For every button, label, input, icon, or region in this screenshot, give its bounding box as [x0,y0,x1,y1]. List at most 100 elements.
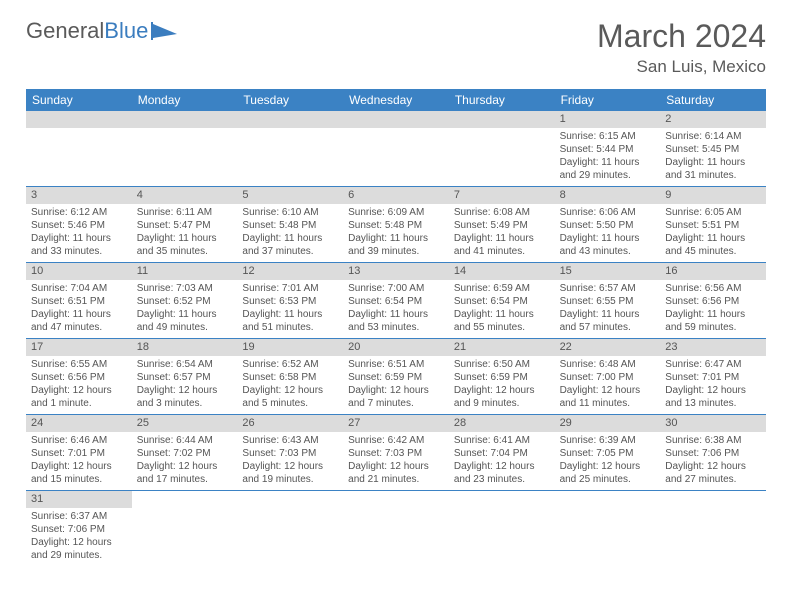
day-number: 28 [449,415,555,432]
daylight-text: Daylight: 12 hours and 21 minutes. [348,460,444,486]
sunset-text: Sunset: 6:51 PM [31,295,127,308]
daylight-text: Daylight: 12 hours and 19 minutes. [242,460,338,486]
day-details: Sunrise: 6:44 AMSunset: 7:02 PMDaylight:… [132,432,238,490]
sunrise-text: Sunrise: 6:52 AM [242,358,338,371]
month-title: March 2024 [597,18,766,55]
sunrise-text: Sunrise: 6:43 AM [242,434,338,447]
day-cell: 10Sunrise: 7:04 AMSunset: 6:51 PMDayligh… [26,263,132,338]
sunrise-text: Sunrise: 7:00 AM [348,282,444,295]
sunrise-text: Sunrise: 6:06 AM [560,206,656,219]
day-number: 10 [26,263,132,280]
day-cell: 12Sunrise: 7:01 AMSunset: 6:53 PMDayligh… [237,263,343,338]
day-cell: 21Sunrise: 6:50 AMSunset: 6:59 PMDayligh… [449,339,555,414]
empty-day-cell [449,111,555,186]
daylight-text: Daylight: 11 hours and 51 minutes. [242,308,338,334]
daylight-text: Daylight: 12 hours and 23 minutes. [454,460,550,486]
sunrise-text: Sunrise: 7:03 AM [137,282,233,295]
day-number: 2 [660,111,766,128]
week-row: 24Sunrise: 6:46 AMSunset: 7:01 PMDayligh… [26,415,766,491]
day-number: 14 [449,263,555,280]
day-details [449,128,555,183]
sunset-text: Sunset: 7:03 PM [348,447,444,460]
sunrise-text: Sunrise: 6:38 AM [665,434,761,447]
day-details: Sunrise: 6:48 AMSunset: 7:00 PMDaylight:… [555,356,661,414]
day-number: 15 [555,263,661,280]
day-number [343,491,449,508]
empty-day-cell [343,111,449,186]
day-cell: 11Sunrise: 7:03 AMSunset: 6:52 PMDayligh… [132,263,238,338]
sunrise-text: Sunrise: 6:50 AM [454,358,550,371]
day-cell: 2Sunrise: 6:14 AMSunset: 5:45 PMDaylight… [660,111,766,186]
day-number: 12 [237,263,343,280]
day-cell: 26Sunrise: 6:43 AMSunset: 7:03 PMDayligh… [237,415,343,490]
sunrise-text: Sunrise: 6:11 AM [137,206,233,219]
day-cell: 25Sunrise: 6:44 AMSunset: 7:02 PMDayligh… [132,415,238,490]
empty-day-cell [237,491,343,566]
day-number: 6 [343,187,449,204]
day-number: 4 [132,187,238,204]
weekday-header: Friday [555,89,661,111]
day-details: Sunrise: 6:08 AMSunset: 5:49 PMDaylight:… [449,204,555,262]
sunset-text: Sunset: 5:47 PM [137,219,233,232]
sunset-text: Sunset: 6:58 PM [242,371,338,384]
sunrise-text: Sunrise: 6:56 AM [665,282,761,295]
sunset-text: Sunset: 7:03 PM [242,447,338,460]
sunset-text: Sunset: 6:59 PM [348,371,444,384]
logo-text-1: General [26,18,104,44]
day-cell: 13 Sunrise: 7:00 AMSunset: 6:54 PMDayligh… [343,263,449,338]
daylight-text: Daylight: 12 hours and 7 minutes. [348,384,444,410]
day-number: 25 [132,415,238,432]
day-number [132,491,238,508]
weekday-header: Saturday [660,89,766,111]
day-number: 1 [555,111,661,128]
day-details [237,128,343,183]
day-cell: 9Sunrise: 6:05 AMSunset: 5:51 PMDaylight… [660,187,766,262]
day-details: Sunrise: 7:03 AMSunset: 6:52 PMDaylight:… [132,280,238,338]
day-details: Sunrise: 6:37 AMSunset: 7:06 PMDaylight:… [26,508,132,566]
day-details [237,508,343,563]
daylight-text: Daylight: 11 hours and 49 minutes. [137,308,233,334]
day-number: 31 [26,491,132,508]
daylight-text: Daylight: 12 hours and 15 minutes. [31,460,127,486]
day-cell: 14Sunrise: 6:59 AMSunset: 6:54 PMDayligh… [449,263,555,338]
day-details: Sunrise: 6:12 AMSunset: 5:46 PMDaylight:… [26,204,132,262]
daylight-text: Daylight: 11 hours and 53 minutes. [348,308,444,334]
day-number: 13 [343,263,449,280]
day-details [343,128,449,183]
day-details [132,128,238,183]
sunset-text: Sunset: 5:48 PM [242,219,338,232]
day-cell: 27Sunrise: 6:42 AMSunset: 7:03 PMDayligh… [343,415,449,490]
day-details [449,508,555,563]
logo-text-2: Blue [104,18,148,44]
daylight-text: Daylight: 11 hours and 45 minutes. [665,232,761,258]
daylight-text: Daylight: 11 hours and 35 minutes. [137,232,233,258]
sunrise-text: Sunrise: 6:41 AM [454,434,550,447]
day-number: 26 [237,415,343,432]
sunset-text: Sunset: 5:44 PM [560,143,656,156]
weekday-header: Tuesday [237,89,343,111]
day-details: Sunrise: 6:14 AMSunset: 5:45 PMDaylight:… [660,128,766,186]
day-number: 23 [660,339,766,356]
day-details: Sunrise: 6:52 AMSunset: 6:58 PMDaylight:… [237,356,343,414]
day-details: Sunrise: 6:46 AMSunset: 7:01 PMDaylight:… [26,432,132,490]
week-row: 10Sunrise: 7:04 AMSunset: 6:51 PMDayligh… [26,263,766,339]
sunset-text: Sunset: 5:48 PM [348,219,444,232]
day-number: 3 [26,187,132,204]
weekday-header: Wednesday [343,89,449,111]
week-row: 1Sunrise: 6:15 AMSunset: 5:44 PMDaylight… [26,111,766,187]
empty-day-cell [555,491,661,566]
sunrise-text: Sunrise: 6:10 AM [242,206,338,219]
day-details: Sunrise: 6:43 AMSunset: 7:03 PMDaylight:… [237,432,343,490]
day-details: Sunrise: 7:04 AMSunset: 6:51 PMDaylight:… [26,280,132,338]
day-details [343,508,449,563]
day-details: Sunrise: 6:06 AMSunset: 5:50 PMDaylight:… [555,204,661,262]
day-details: Sunrise: 6:41 AMSunset: 7:04 PMDaylight:… [449,432,555,490]
sunset-text: Sunset: 6:54 PM [348,295,444,308]
day-cell: 4 Sunrise: 6:11 AMSunset: 5:47 PMDaylight… [132,187,238,262]
day-cell: 19Sunrise: 6:52 AMSunset: 6:58 PMDayligh… [237,339,343,414]
sunrise-text: Sunrise: 6:47 AM [665,358,761,371]
day-number: 7 [449,187,555,204]
sunrise-text: Sunrise: 6:57 AM [560,282,656,295]
daylight-text: Daylight: 11 hours and 55 minutes. [454,308,550,334]
week-row: 3Sunrise: 6:12 AMSunset: 5:46 PMDaylight… [26,187,766,263]
